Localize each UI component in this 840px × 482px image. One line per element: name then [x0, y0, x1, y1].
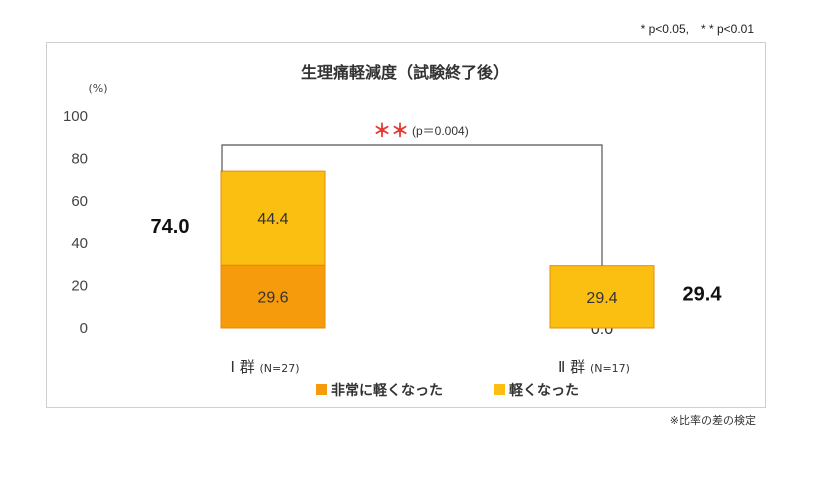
y-tick-label: 40 [71, 235, 88, 252]
legend-swatch [316, 384, 327, 395]
significance-stars: ＊＊ [373, 121, 409, 142]
total-label: 29.4 [683, 284, 723, 306]
category-label: Ⅱ 群 (N=17) [558, 358, 630, 376]
total-label: 74.0 [151, 216, 190, 238]
y-tick-label: 60 [71, 193, 88, 210]
significance-bracket: ＊＊ (p＝0.004) [221, 121, 603, 266]
y-tick-label: 80 [71, 150, 88, 167]
chart-frame [46, 42, 766, 408]
bar-segment [220, 170, 326, 266]
chart-title: 生理痛軽減度（試験終了後） [301, 63, 509, 82]
p-value-label: (p＝0.004) [412, 124, 469, 138]
category-labels: Ⅰ 群 (N=27) Ⅱ 群 (N=17) [231, 358, 630, 376]
data-label: 44.4 [257, 211, 288, 228]
significance-note: * p<0.05, * * p<0.01 [640, 22, 754, 36]
y-tick-label: 100 [63, 108, 88, 125]
legend-swatch [494, 384, 505, 395]
data-label: 29.6 [257, 290, 288, 307]
footnote: ※比率の差の検定 [669, 414, 756, 427]
bar-segment [220, 264, 326, 329]
bracket-line [221, 144, 603, 266]
y-axis: 0 20 40 60 80 100 [63, 108, 88, 337]
legend-label: 軽くなった [509, 382, 579, 399]
bars: 29.644.474.00.029.4 29.4 [151, 170, 723, 338]
data-label: 29.4 [586, 290, 617, 307]
y-axis-unit: (%) [88, 82, 107, 95]
legend: 非常に軽くなった 軽くなった [316, 382, 579, 399]
y-tick-label: 20 [71, 278, 88, 295]
legend-label: 非常に軽くなった [331, 382, 443, 399]
category-label: Ⅰ 群 (N=27) [231, 358, 300, 376]
y-tick-label: 0 [80, 320, 88, 337]
